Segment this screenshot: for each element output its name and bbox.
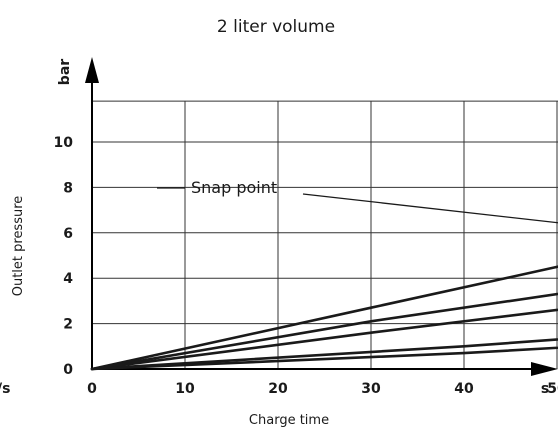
series-lines (92, 140, 558, 369)
x-axis-arrow (531, 362, 558, 376)
y-tick-label: 6 (63, 226, 73, 242)
y-tick-label: 10 (54, 135, 74, 151)
axes (85, 57, 558, 376)
annotation-arrow-line (303, 194, 558, 232)
series-line-3 (92, 224, 558, 369)
x-tick-label: 10 (175, 381, 195, 397)
cut-off-left-text: /s (0, 381, 10, 397)
x-tick-label: 20 (268, 381, 288, 397)
series-line-2 (92, 185, 558, 369)
annotation-label: Snap point (191, 178, 277, 197)
y-tick-label: 4 (63, 271, 73, 287)
tick-labels: 01020304050607080900246810 (54, 135, 558, 397)
series-line-1 (92, 140, 558, 369)
y-axis-label: Outlet pressure (11, 196, 26, 297)
y-axis-arrow (85, 57, 99, 83)
y-tick-label: 2 (63, 317, 73, 333)
y-tick-label: 0 (63, 362, 73, 378)
y-axis-unit: bar (57, 59, 73, 85)
x-tick-label: 0 (87, 381, 97, 397)
x-axis-label: Charge time (249, 413, 329, 428)
x-tick-label: 30 (361, 381, 381, 397)
x-axis-unit: s (541, 381, 549, 397)
y-tick-label: 8 (63, 180, 73, 196)
chart-title: 2 liter volume (217, 17, 335, 37)
x-tick-label: 40 (454, 381, 474, 397)
